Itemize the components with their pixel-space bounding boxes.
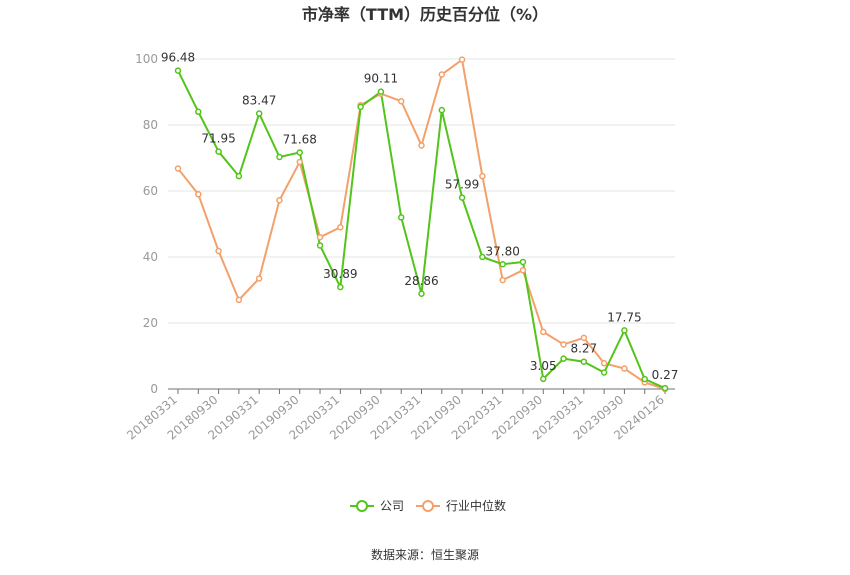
data-point-company[interactable]	[357, 103, 364, 111]
legend-industry-median[interactable]: 行业中位数	[416, 498, 506, 513]
data-point-company[interactable]	[519, 258, 527, 266]
axes: 0204060801002018033120180930201903312019…	[124, 52, 675, 443]
data-label: 71.95	[201, 132, 235, 146]
data-point-company[interactable]	[215, 148, 222, 155]
data-point-company[interactable]	[580, 358, 588, 365]
data-point-industry-median[interactable]	[235, 296, 243, 304]
data-point-industry-median[interactable]	[580, 334, 588, 342]
data-point-industry-median[interactable]	[438, 71, 446, 78]
data-point-industry-median[interactable]	[519, 266, 527, 274]
data-point-industry-median[interactable]	[560, 341, 567, 348]
data-point-company[interactable]	[479, 253, 486, 261]
legend[interactable]: 公司 行业中位数	[350, 498, 506, 513]
points	[174, 56, 669, 393]
data-point-company[interactable]	[377, 88, 385, 95]
data-point-company[interactable]	[337, 283, 344, 291]
y-tick-label: 40	[143, 250, 158, 264]
data-point-company[interactable]	[621, 327, 628, 334]
data-label: 37.80	[485, 244, 519, 258]
y-tick-label: 100	[135, 52, 158, 66]
data-point-company[interactable]	[195, 108, 202, 116]
data-point-company[interactable]	[276, 153, 283, 161]
data-point-industry-median[interactable]	[337, 224, 344, 231]
data-point-industry-median[interactable]	[316, 233, 324, 241]
data-point-industry-median[interactable]	[174, 165, 182, 172]
series-line-industry-median	[177, 58, 666, 390]
data-point-industry-median[interactable]	[479, 172, 486, 180]
data-point-company[interactable]	[397, 214, 405, 221]
legend-label: 公司	[380, 499, 404, 513]
data-point-company[interactable]	[641, 375, 648, 383]
data-label: 90.11	[364, 72, 398, 86]
data-point-company[interactable]	[661, 384, 669, 392]
series-line-company	[177, 70, 666, 390]
chart-title: 市净率（TTM）历史百分位（%）	[302, 5, 548, 24]
grid	[168, 58, 675, 324]
data-labels: 96.48 71.95 83.47 71.68 30.89 90.11 28.86 57.99…	[161, 51, 679, 382]
legend-marker-icon	[422, 500, 434, 512]
data-label: 0.27	[652, 368, 679, 382]
data-label: 71.68	[283, 132, 317, 146]
legend-label: 行业中位数	[446, 498, 506, 513]
data-point-industry-median[interactable]	[458, 56, 466, 63]
data-label: 8.27	[570, 342, 597, 356]
y-tick-label: 20	[143, 316, 158, 330]
legend-company[interactable]: 公司	[350, 499, 404, 513]
data-label: 57.99	[445, 178, 479, 192]
data-point-industry-median[interactable]	[255, 275, 263, 282]
data-point-industry-median[interactable]	[296, 158, 303, 166]
data-point-industry-median[interactable]	[195, 191, 202, 198]
data-label: 28.86	[404, 274, 438, 288]
data-point-industry-median[interactable]	[418, 142, 425, 149]
data-point-industry-median[interactable]	[215, 247, 222, 255]
data-point-industry-median[interactable]	[600, 360, 608, 367]
data-label: 17.75	[607, 310, 641, 324]
legend-marker-icon	[356, 500, 368, 512]
data-point-company[interactable]	[458, 194, 466, 201]
data-label: 3.05	[530, 359, 557, 373]
data-point-industry-median[interactable]	[540, 328, 547, 336]
data-point-company[interactable]	[438, 106, 446, 114]
data-point-company[interactable]	[560, 355, 567, 362]
data-point-company[interactable]	[296, 149, 303, 156]
data-point-company[interactable]	[235, 172, 243, 180]
data-point-company[interactable]	[418, 290, 425, 298]
y-tick-label: 0	[150, 382, 158, 396]
y-tick-label: 60	[143, 184, 158, 198]
data-point-company[interactable]	[600, 369, 608, 376]
data-point-company[interactable]	[174, 67, 182, 74]
source-note: 数据来源：恒生聚源	[371, 547, 479, 562]
data-point-industry-median[interactable]	[276, 196, 283, 204]
data-point-company[interactable]	[316, 242, 324, 249]
data-point-company[interactable]	[255, 110, 263, 117]
data-point-industry-median[interactable]	[499, 276, 506, 284]
series-lines	[177, 58, 666, 390]
data-point-company[interactable]	[540, 375, 547, 383]
data-point-industry-median[interactable]	[397, 97, 405, 105]
data-label: 96.48	[161, 51, 195, 65]
y-tick-label: 80	[143, 118, 158, 132]
data-point-company[interactable]	[499, 261, 506, 268]
data-label: 83.47	[242, 94, 276, 108]
data-point-industry-median[interactable]	[621, 365, 628, 372]
data-label: 30.89	[323, 267, 357, 281]
